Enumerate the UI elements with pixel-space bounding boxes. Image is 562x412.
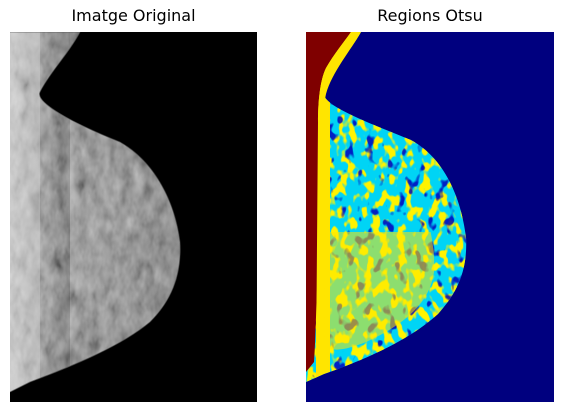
otsu-regions-panel bbox=[306, 32, 554, 402]
original-image-title: Imatge Original bbox=[71, 6, 196, 25]
original-mammogram-image bbox=[10, 32, 257, 402]
otsu-regions-image bbox=[306, 32, 554, 402]
otsu-regions-title: Regions Otsu bbox=[377, 6, 483, 25]
original-image-panel bbox=[10, 32, 257, 402]
